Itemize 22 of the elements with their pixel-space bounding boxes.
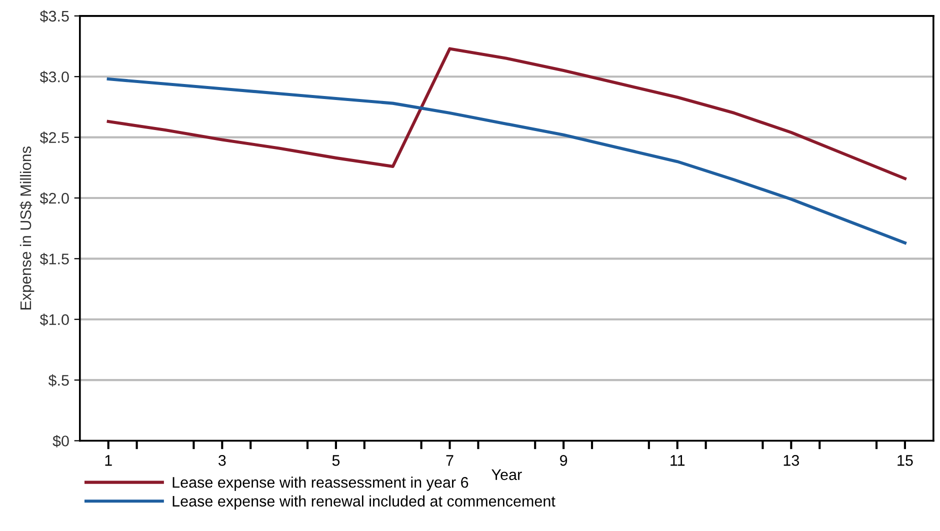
x-axis-title: Year (492, 469, 522, 480)
y-tick-label: $.5 (48, 374, 69, 387)
x-tick-label: 7 (446, 455, 454, 466)
line-series (106, 47, 906, 180)
x-tick-label: 3 (218, 455, 226, 466)
x-tick-label: 11 (670, 455, 685, 466)
line-series (106, 78, 906, 244)
x-tick-label: 9 (560, 455, 568, 466)
x-tick-label: 1 (105, 455, 112, 466)
y-tick-label: $3.5 (40, 10, 69, 23)
legend-label: Lease expense with reassessment in year 6 (172, 476, 468, 491)
x-tick-label: 5 (332, 455, 340, 466)
y-tick-label: $1.5 (40, 252, 69, 266)
y-tick-label: $2.5 (40, 132, 69, 144)
y-tick-label: $3.0 (40, 70, 69, 84)
y-tick-label: $0 (52, 434, 69, 448)
y-tick-label: $1.0 (40, 314, 69, 326)
legend-label: Lease expense with renewal included at commencement (172, 495, 556, 510)
y-axis-title: Expense in US$ Millions (20, 146, 34, 310)
x-tick-label: 15 (898, 455, 913, 466)
x-tick-label: 13 (784, 455, 799, 466)
y-tick-label: $2.0 (40, 192, 69, 205)
